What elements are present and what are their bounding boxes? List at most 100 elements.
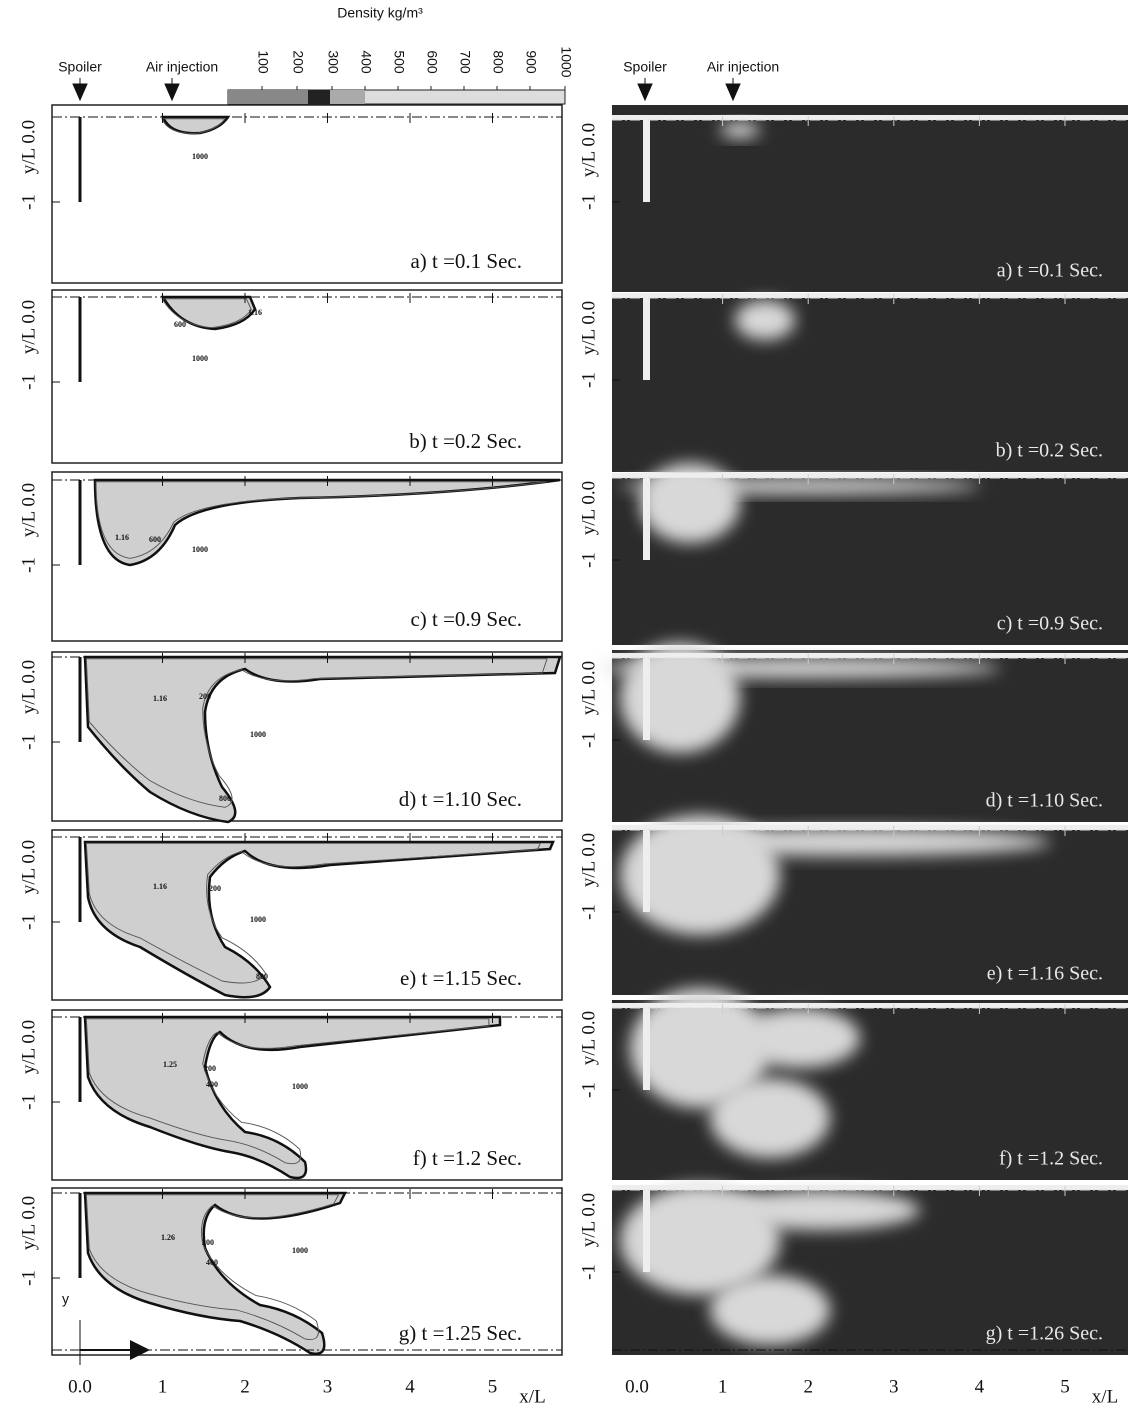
- y-label: -1: [18, 734, 39, 750]
- y-label: -1: [578, 552, 599, 568]
- panel: y/L 0.0 -1 e) t =1.16 Sec.: [578, 815, 1128, 995]
- contour-label: 1.26: [161, 1233, 175, 1242]
- panel-label: g) t =1.25 Sec.: [399, 1321, 522, 1345]
- bubble-cloud: [620, 478, 980, 494]
- surface: [612, 115, 1128, 120]
- y-label: -1: [578, 1264, 599, 1280]
- marker-arrow: [165, 78, 179, 100]
- colorbar-label: 1000: [558, 46, 574, 77]
- y-label: -1: [578, 732, 599, 748]
- colorbar-label: 100: [255, 50, 271, 74]
- contour-label: 800: [256, 972, 268, 981]
- x-tick-label: 3: [323, 1376, 333, 1397]
- bubble-cloud: [740, 1008, 860, 1068]
- panel-label: g) t =1.26 Sec.: [986, 1323, 1103, 1345]
- bubble-cloud: [720, 122, 760, 138]
- panel-label: e) t =1.16 Sec.: [987, 963, 1103, 985]
- y-label: y/L 0.0: [18, 483, 39, 537]
- colorbar-label: 400: [358, 50, 374, 74]
- y-label: y/L 0.0: [18, 660, 39, 714]
- spoiler: [643, 298, 650, 380]
- colorbar-title: Density kg/m³: [337, 5, 423, 21]
- spoiler: [643, 1190, 650, 1272]
- y-label: -1: [578, 1082, 599, 1098]
- bubble-cloud: [720, 1190, 920, 1230]
- surface: [612, 293, 1128, 298]
- colorbar-band: [228, 90, 308, 104]
- colorbar-label: 500: [391, 50, 407, 74]
- y-label: y/L 0.0: [18, 1020, 39, 1074]
- panel-label: f) t =1.2 Sec.: [413, 1146, 522, 1170]
- colorbar-label: 700: [457, 50, 473, 74]
- bubble-cloud: [710, 1275, 830, 1345]
- panel: y/L 0.0-1c) t =0.9 Sec.: [578, 463, 1128, 645]
- panel-label: a) t =0.1 Sec.: [410, 249, 522, 273]
- marker-label: Air injection: [146, 59, 218, 75]
- contour-label: 1.16: [248, 308, 262, 317]
- contour-label: 1000: [250, 730, 266, 739]
- colorbar-band: [308, 90, 330, 104]
- contour-label: 1000: [292, 1082, 308, 1091]
- contour-label: 200: [202, 1238, 214, 1247]
- y-label: y/L 0.0: [578, 1011, 599, 1065]
- bubble-cloud: [650, 828, 1050, 856]
- marker-arrow: [73, 78, 87, 100]
- x-tick-label: 0.0: [625, 1376, 649, 1397]
- contour-label: 200: [204, 1064, 216, 1073]
- panel: y/L 0.0-1f) t =1.2 Sec.: [578, 988, 1128, 1180]
- contour-label: 1000: [192, 152, 208, 161]
- x-tick-label: 3: [889, 1376, 899, 1397]
- marker-arrow: [726, 78, 740, 100]
- contour-label: 200: [209, 884, 221, 893]
- colorbar-band: [330, 90, 365, 104]
- marker-label: Air injection: [707, 59, 779, 75]
- y-label: y/L 0.0: [578, 833, 599, 887]
- panel-label: d) t =1.10 Sec.: [399, 787, 522, 811]
- spoiler: [643, 1008, 650, 1090]
- panel-label: c) t =0.9 Sec.: [410, 607, 522, 631]
- surface: [612, 473, 1128, 478]
- y-label: -1: [18, 1094, 39, 1110]
- panel: y/L 0.0 -1 g) t =1.26 Sec.: [578, 1185, 1128, 1355]
- panel: y/L 0.0-1a) t =0.1 Sec.: [578, 105, 1128, 292]
- contour-label: 400: [206, 1080, 218, 1089]
- marker-arrow: [638, 78, 652, 100]
- x-tick-label: 1: [158, 1376, 168, 1397]
- surface: [612, 1185, 1128, 1190]
- colorbar-label: 800: [490, 50, 506, 74]
- y-label: y/L 0.0: [578, 1193, 599, 1247]
- panel: 1.162001000800y/L 0.0-1e) t =1.15 Sec.: [18, 830, 562, 1000]
- figure: Density kg/m³ 10020030040050060070080090…: [0, 0, 1130, 1412]
- y-label: -1: [578, 904, 599, 920]
- y-label: y/L 0.0: [578, 481, 599, 535]
- x-tick-label: 2: [803, 1376, 813, 1397]
- bubble-cloud: [600, 658, 1000, 678]
- panel: y/L 0.0-1d) t =1.10 Sec.: [578, 643, 1128, 822]
- y-label: -1: [578, 372, 599, 388]
- spoiler: [643, 658, 650, 740]
- colorbar-label: 300: [325, 50, 341, 74]
- panel: 1.166001000y/L 0.0-1c) t =0.9 Sec.: [18, 472, 562, 641]
- x-title: x/L: [1092, 1386, 1118, 1407]
- contour-label: 400: [206, 1258, 218, 1267]
- y-label: y/L 0.0: [578, 661, 599, 715]
- y-label: y/L 0.0: [18, 1196, 39, 1250]
- y-label: y/L 0.0: [18, 840, 39, 894]
- marker-label: Spoiler: [58, 59, 102, 75]
- x-title: x/L: [519, 1386, 545, 1407]
- contour-label: 1000: [250, 915, 266, 924]
- x-tick-label: 5: [1060, 1376, 1070, 1397]
- y-label: y/L 0.0: [18, 300, 39, 354]
- colorbar-label: 900: [523, 50, 539, 74]
- y-label: -1: [18, 914, 39, 930]
- surface: [612, 825, 1128, 830]
- colorbar-label: 200: [290, 50, 306, 74]
- panel-label: a) t =0.1 Sec.: [997, 260, 1103, 282]
- y-label: -1: [578, 194, 599, 210]
- contour-label: 1.16: [153, 694, 167, 703]
- marker-label: Spoiler: [623, 59, 667, 75]
- surface: [612, 1003, 1128, 1008]
